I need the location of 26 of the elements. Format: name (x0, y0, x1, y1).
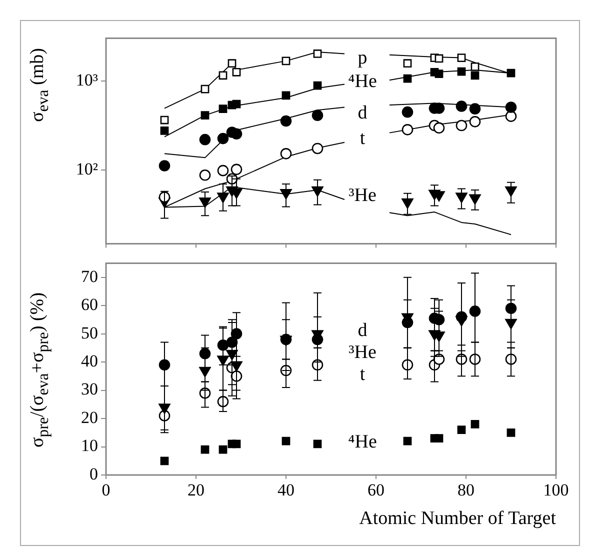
series-label: d (358, 320, 368, 341)
series-label: ⁴He (348, 432, 377, 453)
y-tick-label: 40 (81, 352, 98, 371)
x-tick-label: 80 (458, 480, 474, 500)
series-label: ³He (348, 185, 376, 206)
y-tick-label: 10 (81, 436, 98, 456)
series-label: ³He (348, 342, 376, 363)
series-label: t (360, 364, 366, 385)
series-label: d (358, 102, 368, 124)
y-tick-label: 10³ (76, 70, 98, 90)
y-tick-label: 50 (81, 323, 98, 342)
y-tick-label: 70 (81, 266, 98, 286)
series-label: t (360, 128, 366, 150)
y-tick-label: 60 (81, 295, 98, 314)
y-tick-label: 10² (76, 160, 98, 179)
series-label: ⁴He (348, 71, 377, 92)
x-tick-label: 60 (368, 480, 384, 500)
x-tick-label: 40 (278, 480, 294, 500)
x-axis-title: Atomic Number of Target (359, 508, 556, 530)
x-tick-label: 100 (543, 480, 569, 500)
y-tick-label: 0 (90, 464, 98, 484)
x-tick-label: 0 (102, 480, 110, 500)
series-label: p (358, 48, 368, 69)
x-tick-label: 20 (188, 480, 204, 500)
y-tick-label: 20 (81, 408, 98, 427)
y-tick-label: 30 (81, 380, 98, 399)
